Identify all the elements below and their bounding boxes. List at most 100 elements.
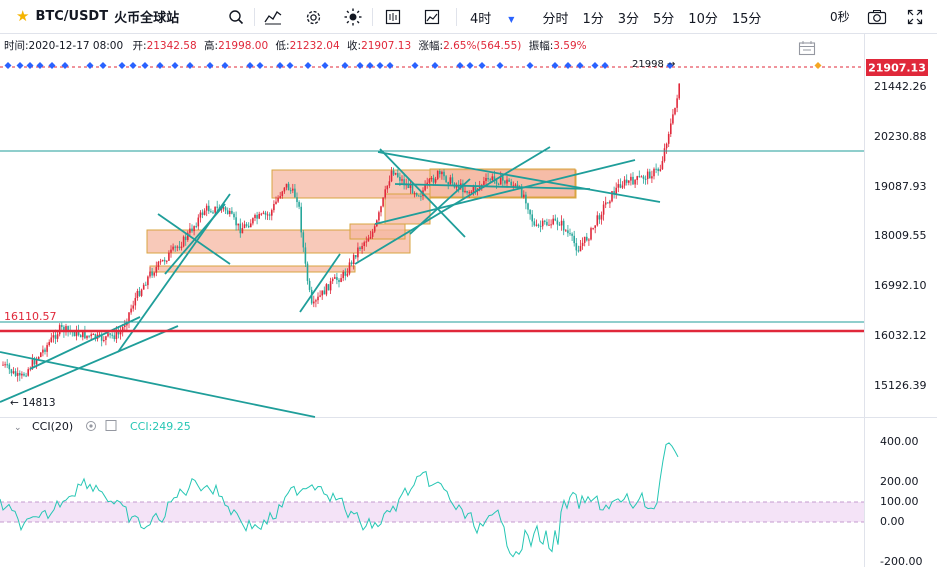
cci-hide-icon[interactable] <box>105 420 117 431</box>
event-marker[interactable] <box>256 62 264 69</box>
event-markers[interactable] <box>4 62 822 69</box>
candle-body <box>180 246 183 249</box>
tab-interval-3m[interactable]: 3分 <box>617 11 640 27</box>
tab-interval-5m[interactable]: 5分 <box>653 11 675 27</box>
event-marker[interactable] <box>4 62 12 69</box>
event-marker[interactable] <box>304 62 312 69</box>
trendlines[interactable] <box>0 146 661 418</box>
cci-axis[interactable]: 400.00 200.00 100.00 0.00 -200.00 <box>880 435 922 567</box>
tab-interval-4h[interactable]: 4时 ▼ <box>470 11 515 27</box>
candle-body <box>281 191 284 197</box>
event-marker[interactable] <box>276 62 284 69</box>
event-marker[interactable] <box>48 62 56 69</box>
event-marker[interactable] <box>186 62 194 69</box>
event-marker[interactable] <box>16 62 24 69</box>
event-marker[interactable] <box>526 62 534 69</box>
tab-interval-line[interactable]: 分时 <box>542 11 569 27</box>
candle-body <box>369 236 372 239</box>
event-marker[interactable] <box>814 62 822 69</box>
trendline[interactable] <box>374 159 636 225</box>
candle-body <box>2 364 4 366</box>
trendline[interactable] <box>379 148 466 238</box>
event-marker[interactable] <box>321 62 329 69</box>
candle-body <box>317 296 319 301</box>
candle-body <box>462 183 464 193</box>
cci-settings-icon[interactable] <box>86 421 96 431</box>
event-marker[interactable] <box>466 62 474 69</box>
tab-interval-15m[interactable]: 15分 <box>731 11 762 27</box>
event-marker[interactable] <box>156 62 164 69</box>
event-marker[interactable] <box>496 62 504 69</box>
event-marker[interactable] <box>591 62 599 69</box>
candle-body <box>300 206 302 233</box>
open-value: 21342.58 <box>146 40 197 52</box>
zone-box[interactable] <box>349 223 406 240</box>
candle-body <box>533 221 536 226</box>
event-marker[interactable] <box>206 62 214 69</box>
indicators-icon[interactable] <box>262 6 284 28</box>
symbol-selector[interactable]: ★ BTC/USDT 火币全球站 <box>0 0 225 34</box>
event-marker[interactable] <box>551 62 559 69</box>
candle-body <box>338 279 340 283</box>
trendline[interactable] <box>394 183 591 190</box>
star-icon[interactable]: ★ <box>16 7 30 25</box>
event-marker[interactable] <box>431 62 439 69</box>
event-marker[interactable] <box>129 62 137 69</box>
tab-interval-1m[interactable]: 1分 <box>582 11 604 27</box>
interval-tabs: 4时 ▼ 分时 1分 3分 5分 10分 15分 <box>470 0 775 34</box>
event-marker[interactable] <box>36 62 44 69</box>
trendline[interactable] <box>0 351 316 418</box>
event-marker[interactable] <box>141 62 149 69</box>
event-marker[interactable] <box>221 62 229 69</box>
settings-icon[interactable] <box>302 6 324 28</box>
candle-body <box>472 186 475 192</box>
candle-body <box>243 224 246 229</box>
candle-body <box>428 179 431 183</box>
event-marker[interactable] <box>118 62 126 69</box>
candle-body <box>212 212 214 214</box>
event-marker[interactable] <box>666 62 674 69</box>
event-marker[interactable] <box>341 62 349 69</box>
zone-box[interactable] <box>146 229 411 254</box>
event-marker[interactable] <box>246 62 254 69</box>
event-marker[interactable] <box>171 62 179 69</box>
event-marker[interactable] <box>478 62 486 69</box>
event-marker[interactable] <box>26 62 34 69</box>
theme-icon[interactable] <box>342 6 364 28</box>
price-axis[interactable]: 21442.26 20230.88 19087.93 18009.55 16992.10… <box>874 80 927 392</box>
cci-collapse-icon[interactable]: ⌄ <box>14 423 22 433</box>
zone-box[interactable] <box>149 265 356 273</box>
search-icon[interactable] <box>225 6 247 28</box>
trendline[interactable] <box>0 325 179 403</box>
fullscreen-icon[interactable] <box>382 6 404 28</box>
event-marker[interactable] <box>456 62 464 69</box>
event-marker[interactable] <box>99 62 107 69</box>
event-marker[interactable] <box>601 62 609 69</box>
event-marker[interactable] <box>366 62 374 69</box>
event-marker[interactable] <box>356 62 364 69</box>
expand-icon[interactable] <box>904 6 926 28</box>
event-marker[interactable] <box>86 62 94 69</box>
camera-icon[interactable] <box>866 6 888 28</box>
trendline[interactable] <box>377 151 661 203</box>
change-label: 涨幅: <box>418 40 444 52</box>
tab-interval-10m[interactable]: 10分 <box>688 11 718 27</box>
event-marker[interactable] <box>286 62 294 69</box>
candle-body <box>138 290 141 296</box>
candle-body <box>310 289 313 304</box>
trendline[interactable] <box>409 178 471 235</box>
event-marker[interactable] <box>564 62 572 69</box>
event-marker[interactable] <box>576 62 584 69</box>
price-chart[interactable]: 16110.57 ← 14813 21998 → 21442.26 20230.8… <box>0 34 937 567</box>
event-marker[interactable] <box>376 62 384 69</box>
calendar-icon[interactable] <box>798 40 816 60</box>
trendline[interactable] <box>29 316 141 370</box>
event-marker[interactable] <box>386 62 394 69</box>
candle-body <box>216 206 218 208</box>
trendline[interactable] <box>164 203 226 275</box>
event-marker[interactable] <box>61 62 69 69</box>
candle-body <box>252 218 254 224</box>
event-marker[interactable] <box>411 62 419 69</box>
screenshot-icon[interactable] <box>421 6 443 28</box>
trendline[interactable] <box>299 253 341 313</box>
